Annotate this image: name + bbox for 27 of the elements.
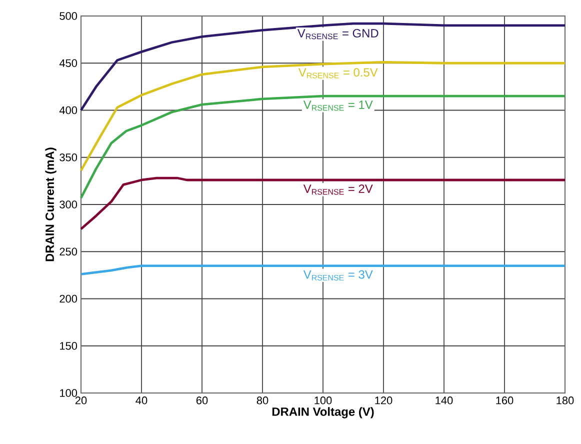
x-tick-label: 120: [375, 396, 392, 404]
series-label: V$_{RSENSE}$ = 2V: [303, 184, 373, 195]
y-tick-label: 500: [60, 12, 78, 20]
series-label: V$_{RSENSE}$ = 0.5V: [298, 68, 378, 78]
line-series: [80, 60, 566, 172]
y-axis-title: DRAIN Current (mA): [45, 148, 56, 262]
y-tick-label: 150: [60, 342, 78, 350]
x-tick-label: 140: [436, 396, 453, 404]
x-tick-label: 100: [314, 396, 332, 404]
y-tick-label: 350: [60, 154, 78, 162]
y-tick-label: 450: [59, 59, 78, 68]
y-tick-label: 300: [60, 200, 78, 208]
x-tick-label: 40: [136, 396, 148, 404]
x-tick-label: 160: [496, 396, 514, 404]
x-axis-title: DRAIN Voltage (V): [272, 407, 374, 418]
series-label: V$_{RSENSE}$ = 1V: [303, 100, 373, 111]
x-tick-label: 80: [256, 396, 268, 404]
x-tick-label: 20: [75, 396, 87, 404]
series-label: V$_{RSENSE}$ = GND: [297, 29, 378, 40]
y-tick-label: 200: [60, 294, 78, 303]
line-series: [80, 22, 566, 112]
x-tick-label: 180: [556, 396, 574, 404]
y-tick-label: 400: [59, 106, 78, 114]
y-tick-label: 250: [60, 248, 78, 256]
series-label: V$_{RSENSE}$ = 3V: [303, 270, 373, 281]
x-tick-label: 60: [196, 396, 208, 404]
y-tick-label: 100: [60, 389, 78, 397]
